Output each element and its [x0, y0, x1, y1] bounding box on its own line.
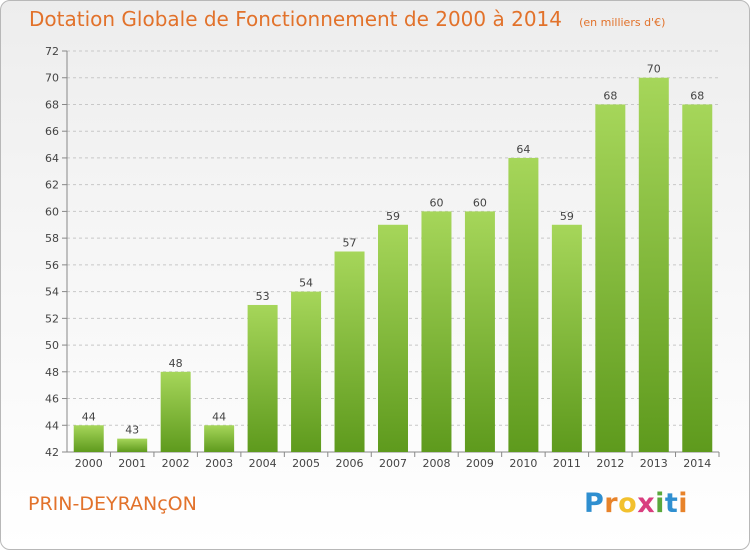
chart-title: Dotation Globale de Fonctionnement de 20…: [29, 7, 562, 31]
y-tick-label: 72: [45, 45, 59, 58]
bar: [204, 425, 235, 452]
y-tick-label: 68: [45, 98, 59, 111]
bar-value-label: 44: [82, 410, 96, 423]
bar-value-label: 57: [343, 237, 357, 250]
bar-value-label: 68: [690, 89, 704, 102]
y-tick-label: 62: [45, 179, 59, 192]
x-tick-labels: 2000 2001 2002 2003 2004 2005 2006 2007 2008 2009…: [75, 457, 712, 470]
bar: [464, 211, 495, 452]
value-labels: 44 43 48 44 53 54 57 59 60 60 64 59 68 70 68: [82, 63, 705, 437]
bar: [73, 425, 104, 452]
bar-value-label: 64: [516, 143, 530, 156]
unit-label: (en milliers d'€): [579, 16, 666, 29]
bar: [551, 224, 582, 452]
bar-value-label: 54: [299, 277, 313, 290]
bar: [247, 304, 278, 452]
x-tick-label: 2002: [162, 457, 190, 470]
x-tick-label: 2001: [118, 457, 146, 470]
proxiti-logo: Proxiti: [584, 488, 688, 519]
x-tick-label: 2014: [683, 457, 711, 470]
y-tick-label: 52: [45, 312, 59, 325]
y-tick-label: 70: [45, 72, 59, 85]
x-tick-label: 2008: [422, 457, 450, 470]
y-tick-label: 66: [45, 125, 59, 138]
bar: [160, 371, 191, 452]
x-tick-label: 2011: [553, 457, 581, 470]
x-tick-label: 2004: [249, 457, 277, 470]
y-tick-label: 56: [45, 259, 59, 272]
logo-letter: x: [637, 488, 656, 519]
logo-letter: r: [604, 488, 619, 519]
x-tick-label: 2005: [292, 457, 320, 470]
bar: [508, 157, 539, 452]
bar-value-label: 68: [603, 89, 617, 102]
bar-value-label: 48: [169, 357, 183, 370]
bar: [421, 211, 452, 452]
bar: [682, 104, 713, 452]
y-tick-labels: 42 44 46 48 50 52 54 56 58 60 62 64 66 68 70 72: [45, 45, 59, 459]
bar: [378, 224, 408, 452]
y-tick-label: 64: [45, 152, 59, 165]
bar: [117, 438, 148, 452]
y-tick-label: 58: [45, 232, 59, 245]
x-tick-label: 2013: [640, 457, 668, 470]
place-name: PRIN-DEYRANçON: [28, 493, 197, 515]
y-tick-label: 46: [45, 393, 59, 406]
bar-value-label: 60: [429, 196, 443, 209]
bars: [73, 77, 713, 452]
bar: [638, 77, 669, 452]
x-tick-label: 2009: [466, 457, 494, 470]
logo-letter: o: [618, 488, 638, 519]
bar-value-label: 59: [386, 210, 400, 223]
x-tick-label: 2012: [596, 457, 624, 470]
y-tick-label: 54: [45, 286, 59, 299]
bar-value-label: 59: [560, 210, 574, 223]
x-tick-label: 2006: [336, 457, 364, 470]
logo-letter: i: [655, 488, 665, 519]
x-tick-label: 2007: [379, 457, 407, 470]
y-tick-label: 60: [45, 205, 59, 218]
y-tick-label: 42: [45, 446, 59, 459]
bar: [334, 251, 365, 452]
bar: [291, 291, 322, 452]
y-tick-label: 48: [45, 366, 59, 379]
bar-value-label: 43: [125, 424, 139, 437]
bar-value-label: 70: [647, 63, 661, 76]
title-row: Dotation Globale de Fonctionnement de 20…: [29, 7, 665, 31]
bar-value-label: 53: [256, 290, 270, 303]
logo-letter: i: [678, 488, 689, 519]
y-tick-label: 44: [45, 419, 59, 432]
logo-letter: P: [584, 488, 605, 519]
logo-letter: t: [664, 488, 679, 519]
x-tick-label: 2010: [509, 457, 537, 470]
x-tick-label: 2000: [75, 457, 103, 470]
bar-value-label: 60: [473, 196, 487, 209]
bar: [595, 104, 626, 452]
x-tick-label: 2003: [205, 457, 233, 470]
bar-value-label: 44: [212, 410, 226, 423]
y-tick-label: 50: [45, 339, 59, 352]
